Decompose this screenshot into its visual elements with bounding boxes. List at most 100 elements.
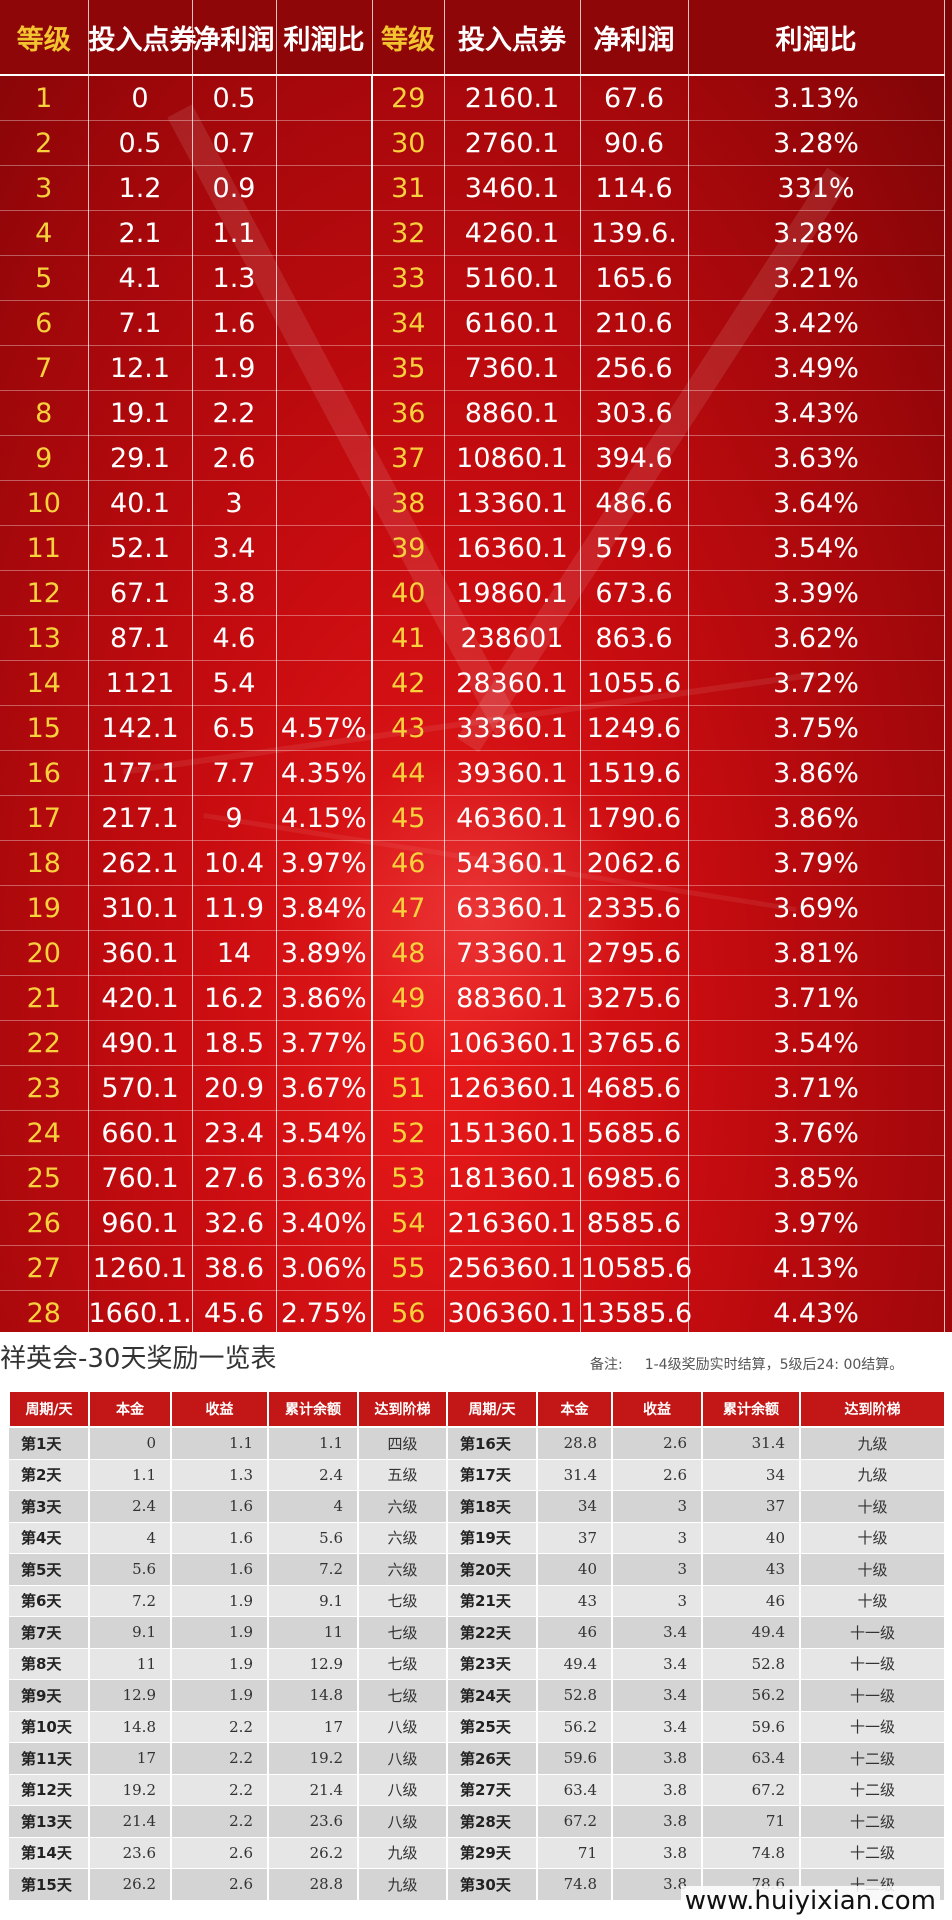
level-table-cell: 306360.1 (444, 1290, 581, 1332)
level-number-cell: 51 (372, 1065, 445, 1111)
level-table-row: 8 19.1 2.2 36 8860.1 303.6 3.43% (0, 390, 945, 436)
level-table-column-header: 净利润 (192, 0, 277, 76)
level-table-cell: 106360.1 (444, 1020, 581, 1066)
reward-value-cell: 46 (702, 1585, 801, 1617)
level-table-cell: 210.6 (580, 300, 689, 346)
level-number-cell: 25 (0, 1155, 89, 1201)
level-table-cell (276, 75, 373, 121)
level-number-cell: 10 (0, 480, 89, 526)
reward-value-cell: 1.1 (268, 1427, 359, 1460)
level-table-cell: 4.15% (276, 795, 373, 841)
level-table-cell: 3.62% (688, 615, 945, 661)
level-table-cell: 88360.1 (444, 975, 581, 1021)
level-table-cell: 8860.1 (444, 390, 581, 436)
reward-value-cell: 23.6 (268, 1805, 359, 1838)
level-table-cell: 1.3 (192, 255, 277, 301)
level-table-cell: 14 (192, 930, 277, 976)
reward-value-cell: 74.8 (702, 1837, 801, 1869)
reward-value-cell: 3 (612, 1490, 703, 1523)
reward-value-cell: 1.3 (171, 1459, 269, 1491)
level-number-cell: 30 (372, 120, 445, 166)
reward-stage-cell: 六级 (358, 1490, 448, 1523)
level-table-row: 22 490.1 18.5 3.77% 50 106360.1 3765.6 3.54% (0, 1020, 945, 1066)
level-number-cell: 38 (372, 480, 445, 526)
reward-table-row: 第2天 1.1 1.3 2.4 五级 第17天 31.4 2.6 34 九级 (9, 1459, 946, 1491)
level-table-cell: 420.1 (88, 975, 193, 1021)
level-table-cell: 310.1 (88, 885, 193, 931)
reward-table-column-header: 本金 (536, 1390, 613, 1428)
level-table-cell: 216360.1 (444, 1200, 581, 1246)
level-profit-table: 等级 投入点券 净利润 利润比 等级 投入点券 净利润 利润比 1 0 0.5 29 2160.1 67… (0, 0, 945, 1332)
level-table-cell (276, 615, 373, 661)
level-number-cell: 6 (0, 300, 89, 346)
level-table-cell: 13585.6 (580, 1290, 692, 1332)
site-watermark: www.huiyixian.com (680, 1886, 940, 1916)
level-table-cell: 7.1 (88, 300, 193, 346)
level-number-cell: 7 (0, 345, 89, 391)
level-table-cell: 5685.6 (580, 1110, 689, 1156)
level-table-cell (276, 345, 373, 391)
reward-stage-cell: 七级 (358, 1648, 448, 1680)
level-table-row: 1 0 0.5 29 2160.1 67.6 3.13% (0, 75, 945, 121)
level-number-cell: 48 (372, 930, 445, 976)
reward-stage-cell: 九级 (358, 1837, 448, 1869)
reward-value-cell: 3.4 (612, 1616, 703, 1649)
level-number-cell: 49 (372, 975, 445, 1021)
reward-stage-cell: 八级 (358, 1805, 448, 1838)
reward-value-cell: 4 (268, 1490, 359, 1523)
level-table-cell: 45.6 (192, 1290, 277, 1332)
level-table-cell: 2.75% (276, 1290, 373, 1332)
level-number-cell: 33 (372, 255, 445, 301)
reward-table-row: 第8天 11 1.9 12.9 七级 第23天 49.4 3.4 52.8 十一级 (9, 1648, 946, 1680)
level-number-cell: 4 (0, 210, 89, 256)
level-number-cell: 15 (0, 705, 89, 751)
level-table-cell: 1260.1 (88, 1245, 193, 1291)
level-table-row: 18 262.1 10.4 3.97% 46 54360.1 2062.6 3.79% (0, 840, 945, 886)
level-table-cell: 11.9 (192, 885, 277, 931)
level-table-row: 26 960.1 32.6 3.40% 54 216360.1 8585.6 3.97% (0, 1200, 945, 1246)
reward-stage-cell: 十一级 (800, 1616, 946, 1649)
level-table-column-header: 净利润 (580, 0, 689, 76)
reward-table-column-header: 达到阶梯 (357, 1390, 448, 1428)
level-number-cell: 9 (0, 435, 89, 481)
reward-value-cell: 74.8 (537, 1868, 613, 1901)
level-table-cell: 151360.1 (444, 1110, 581, 1156)
level-table-cell: 6.5 (192, 705, 277, 751)
reward-value-cell: 46 (537, 1616, 613, 1649)
level-table-cell: 3.40% (276, 1200, 373, 1246)
level-table-cell: 303.6 (580, 390, 689, 436)
level-number-cell: 18 (0, 840, 89, 886)
reward-value-cell: 43 (702, 1553, 801, 1586)
level-number-cell: 37 (372, 435, 445, 481)
level-table-cell: 3.85% (688, 1155, 945, 1201)
level-table-column-header: 投入点券 (88, 0, 197, 76)
level-number-cell: 46 (372, 840, 445, 886)
level-number-cell: 54 (372, 1200, 445, 1246)
reward-value-cell: 3 (612, 1522, 703, 1554)
reward-stage-cell: 九级 (800, 1459, 946, 1491)
level-number-cell: 8 (0, 390, 89, 436)
level-table-cell: 139.6. (580, 210, 689, 256)
level-table-cell: 3.79% (688, 840, 945, 886)
reward-table-column-header: 本金 (88, 1390, 172, 1428)
level-table-row: 4 2.1 1.1 32 4260.1 139.6. 3.28% (0, 210, 945, 256)
level-table-cell: 2335.6 (580, 885, 689, 931)
level-table-row: 27 1260.1 38.6 3.06% 55 256360.1 10585.6 4.13% (0, 1245, 945, 1291)
reward-value-cell: 12.9 (268, 1648, 359, 1680)
reward-value-cell: 12.9 (89, 1679, 172, 1712)
level-table-cell (276, 255, 373, 301)
reward-value-cell: 3.4 (612, 1648, 703, 1680)
level-number-cell: 41 (372, 615, 445, 661)
level-table-cell: 7.7 (192, 750, 277, 796)
reward-value-cell: 1.1 (171, 1427, 269, 1460)
reward-stage-cell: 八级 (358, 1711, 448, 1743)
level-table-cell: 13360.1 (444, 480, 581, 526)
reward-table-row: 第6天 7.2 1.9 9.1 七级 第21天 43 3 46 十级 (9, 1585, 946, 1617)
level-table-cell: 0.9 (192, 165, 277, 211)
level-table-cell: 262.1 (88, 840, 193, 886)
level-table-cell: 142.1 (88, 705, 193, 751)
level-number-cell: 13 (0, 615, 89, 661)
level-table-cell: 3.28% (688, 120, 945, 166)
level-number-cell: 17 (0, 795, 89, 841)
level-table-cell: 256.6 (580, 345, 689, 391)
